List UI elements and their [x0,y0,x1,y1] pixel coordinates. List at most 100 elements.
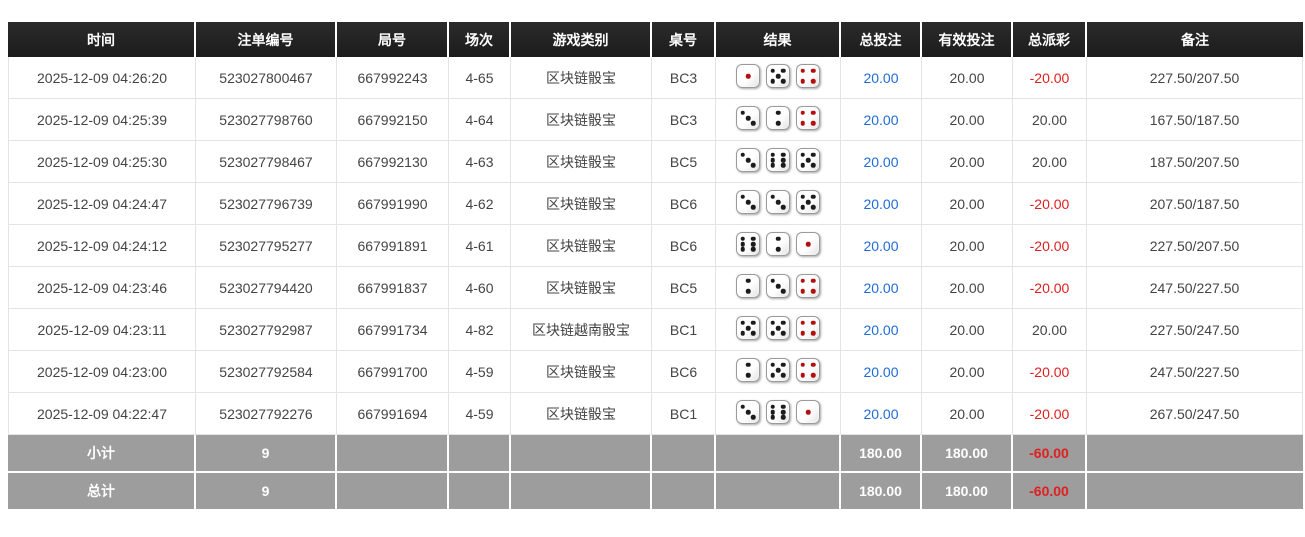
game-type-cell: 区块链越南骰宝 [511,309,652,351]
dice-result [736,190,820,214]
total-bet-link[interactable]: 20.00 [841,183,922,225]
die-pip [811,121,816,126]
remark-cell: 227.50/247.50 [1087,309,1303,351]
time-cell: 2025-12-09 04:23:46 [8,267,196,309]
die-icon-1 [796,400,820,424]
die-pip [781,331,786,336]
game-type-cell: 区块链骰宝 [511,183,652,225]
remark-cell: 167.50/187.50 [1087,99,1303,141]
result-cell [716,57,841,99]
total-bet-link[interactable]: 20.00 [841,351,922,393]
valid-bet-cell: 20.00 [922,351,1013,393]
die-icon-5 [766,64,790,88]
bet-id-cell: 523027795277 [196,225,337,267]
column-header-time: 时间 [8,22,196,57]
die-pip [745,362,751,367]
round-id-cell: 667991734 [337,309,449,351]
die-pip [781,409,786,415]
die-pip [740,404,745,409]
table-no-cell: BC1 [652,309,716,351]
total-remark-empty [1087,473,1303,511]
die-pip [800,79,805,84]
die-pip [751,247,756,252]
die-pip [800,289,805,294]
die-pip [781,320,786,325]
die-pip [800,331,805,336]
die-pip [740,241,745,247]
valid-bet-cell: 20.00 [922,309,1013,351]
die-pip [751,320,756,325]
die-icon-5 [796,148,820,172]
total-bet-link[interactable]: 20.00 [841,267,922,309]
dice-result [736,274,820,298]
die-pip [740,194,745,199]
die-pip [770,278,775,283]
die-pip [770,68,775,73]
table-body: 2025-12-09 04:26:20 523027800467 667992243… [8,57,1303,435]
round-id-cell: 667992150 [337,99,449,141]
payout-cell: -20.00 [1013,57,1087,99]
bet-id-cell: 523027792276 [196,393,337,435]
total-bet-link[interactable]: 20.00 [841,393,922,435]
die-pip [745,115,751,121]
remark-cell: 267.50/247.50 [1087,393,1303,435]
column-header-session: 场次 [449,22,511,57]
die-pip [800,278,805,283]
round-id-cell: 667991694 [337,393,449,435]
result-cell [716,393,841,435]
result-cell [716,351,841,393]
table-no-cell: BC6 [652,183,716,225]
die-pip [740,247,745,252]
subtotal-empty-cell [337,435,449,473]
session-cell: 4-65 [449,57,511,99]
die-pip [740,110,745,115]
total-bet-link[interactable]: 20.00 [841,141,922,183]
column-header-result: 结果 [716,22,841,57]
bet-records-table: 时间 注单编号 局号 场次 游戏类别 桌号 结果 总投注 有效投注 总派彩 备注 2025-12-0… [8,22,1303,511]
remark-cell: 247.50/227.50 [1087,267,1303,309]
die-pip [775,247,781,252]
total-bet-link[interactable]: 20.00 [841,57,922,99]
die-pip [781,415,786,420]
die-icon-3 [736,400,760,424]
die-pip [745,73,751,79]
total-bet-link[interactable]: 20.00 [841,99,922,141]
subtotal-empty-cell [449,435,511,473]
payout-cell: 20.00 [1013,99,1087,141]
die-pip [770,194,775,199]
die-pip [811,289,816,294]
result-cell [716,141,841,183]
result-cell [716,267,841,309]
die-pip [751,415,756,420]
remark-cell: 227.50/207.50 [1087,57,1303,99]
session-cell: 4-62 [449,183,511,225]
table-row: 2025-12-09 04:25:30 523027798467 667992130… [8,141,1303,183]
payout-cell: 20.00 [1013,309,1087,351]
total-bet-link[interactable]: 20.00 [841,225,922,267]
total-count: 9 [196,473,337,511]
table-no-cell: BC3 [652,57,716,99]
subtotal-valid-bet: 180.00 [922,435,1013,473]
die-pip [740,236,745,241]
die-pip [781,205,786,210]
table-no-cell: BC3 [652,99,716,141]
die-pip [770,320,775,325]
total-bet-link[interactable]: 20.00 [841,309,922,351]
die-icon-2 [736,274,760,298]
die-pip [740,331,745,336]
total-payout: -60.00 [1013,473,1087,511]
subtotal-empty-cell [652,435,716,473]
die-pip [811,110,816,115]
game-type-cell: 区块链骰宝 [511,99,652,141]
total-valid-bet: 180.00 [922,473,1013,511]
dice-result [736,64,820,88]
time-cell: 2025-12-09 04:25:30 [8,141,196,183]
die-pip [811,320,816,325]
table-row: 2025-12-09 04:23:11 523027792987 667991734… [8,309,1303,351]
die-pip [770,157,775,163]
payout-cell: -20.00 [1013,267,1087,309]
die-icon-5 [736,316,760,340]
die-pip [781,289,786,294]
die-pip [751,121,756,126]
die-icon-6 [766,400,790,424]
